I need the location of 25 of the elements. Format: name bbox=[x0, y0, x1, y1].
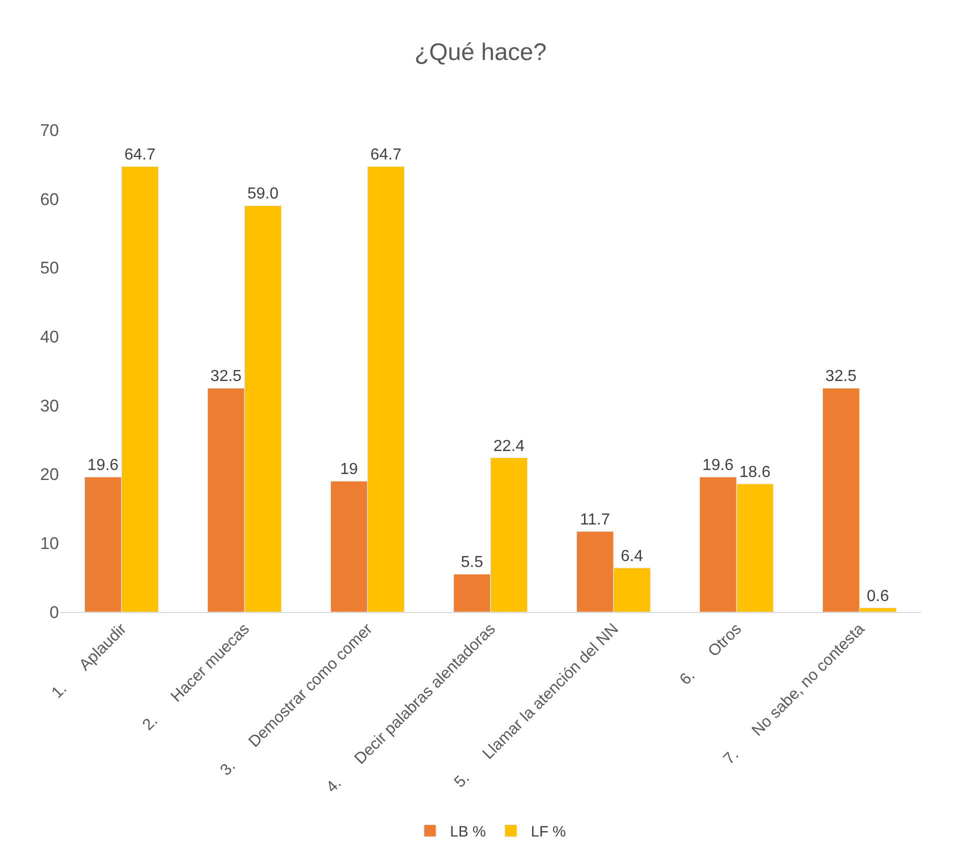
data-label: 5.5 bbox=[460, 554, 484, 572]
y-tick-label: 0 bbox=[50, 602, 59, 622]
data-label: 32.5 bbox=[210, 368, 242, 386]
data-label: 19 bbox=[340, 461, 358, 478]
data-label: 11.7 bbox=[580, 511, 610, 528]
legend-label: LF % bbox=[530, 824, 566, 841]
data-label: 22.4 bbox=[493, 438, 525, 455]
data-label: 59.0 bbox=[247, 186, 279, 203]
y-tick-label: 60 bbox=[40, 190, 59, 209]
data-label: 18.6 bbox=[739, 464, 771, 481]
data-label: 32.5 bbox=[825, 368, 857, 386]
y-tick-label: 40 bbox=[40, 328, 59, 347]
data-label: 19.6 bbox=[702, 457, 734, 474]
data-label: 6.4 bbox=[620, 548, 644, 565]
y-tick-label: 70 bbox=[40, 120, 59, 140]
data-label: 0.6 bbox=[866, 588, 890, 605]
y-tick-label: 50 bbox=[40, 258, 59, 278]
legend-label: LB % bbox=[450, 824, 486, 841]
data-label: 19.6 bbox=[87, 457, 119, 474]
y-tick-label: 30 bbox=[40, 396, 59, 416]
y-tick-label: 10 bbox=[40, 534, 59, 554]
chart-title: ¿Qué hace? bbox=[414, 38, 547, 66]
y-tick-label: 20 bbox=[40, 465, 59, 484]
data-label: 64.7 bbox=[124, 146, 156, 164]
data-label: 64.7 bbox=[370, 146, 402, 164]
